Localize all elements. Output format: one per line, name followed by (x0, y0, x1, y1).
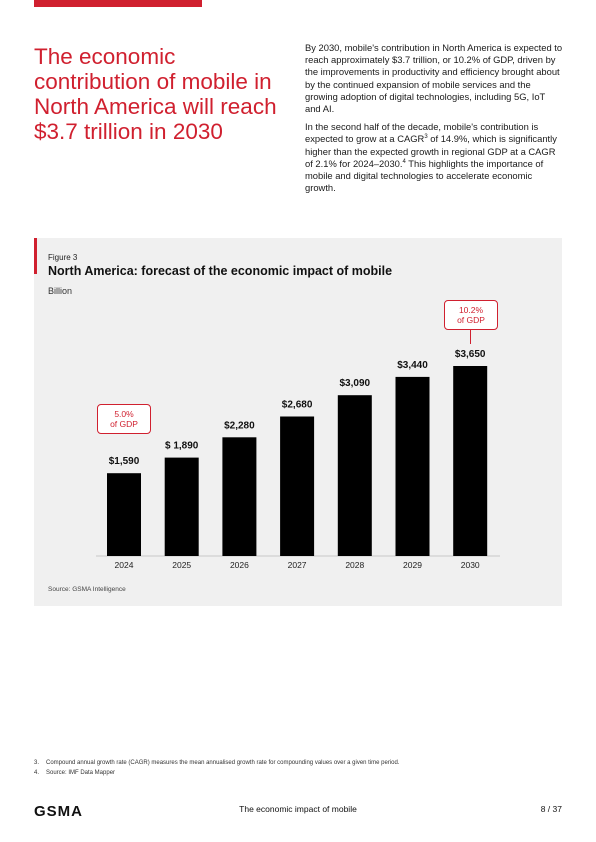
figure-source: Source: GSMA Intelligence (48, 586, 126, 593)
intro-text: By 2030, mobile's contribution in North … (305, 42, 563, 200)
bar-2028 (337, 395, 372, 556)
intro-paragraph-1: By 2030, mobile's contribution in North … (305, 42, 563, 115)
tick-label-2029: 2029 (403, 560, 422, 570)
tick-label-2030: 2030 (461, 560, 480, 570)
footnote-3-text: Compound annual growth rate (CAGR) measu… (46, 760, 400, 766)
bar-2024 (107, 473, 141, 556)
figure-label: Figure 3 (48, 253, 78, 262)
figure-unit: Billion (48, 286, 73, 296)
footnote-4: 4. Source: IMF Data Mapper (34, 768, 564, 778)
callout-2024-line1: 5.0% (114, 408, 134, 419)
footer-title: The economic impact of mobile (239, 804, 357, 814)
callout-connector-2030 (470, 330, 471, 344)
bar-2025 (164, 457, 199, 556)
callout-2030-line2: of GDP (457, 315, 485, 325)
bar-2030 (453, 366, 488, 556)
footnote-3: 3. Compound annual growth rate (CAGR) mea… (34, 758, 564, 768)
tick-label-2024: 2024 (115, 560, 134, 570)
footnote-ref-3[interactable]: 3 (424, 134, 428, 141)
page-number: 8 / 37 (540, 804, 562, 814)
gdp-callout-2030: 10.2% of GDP (444, 300, 498, 330)
gsma-logo[interactable]: GSMA (34, 803, 83, 820)
bar-value-2030: $3,650 (455, 349, 486, 360)
bar-2027 (280, 416, 315, 556)
footnote-ref-4[interactable]: 4 (402, 158, 406, 165)
tick-label-2028: 2028 (345, 560, 364, 570)
top-accent-bar (34, 0, 202, 7)
intro-p2-part-b: of 14.9%, which is significantly higher … (305, 133, 557, 169)
bar-value-2024: $1,590 (109, 456, 140, 467)
tick-label-2026: 2026 (230, 560, 249, 570)
bar-value-2025: $ 1,890 (165, 441, 199, 452)
footnotes: 3. Compound annual growth rate (CAGR) mea… (34, 758, 564, 778)
footnote-3-number: 3. (34, 760, 40, 766)
bar-value-2029: $3,440 (397, 360, 428, 371)
bar-value-2027: $2,680 (282, 400, 313, 411)
bar-2029 (395, 376, 430, 556)
intro-paragraph-2: In the second half of the decade, mobile… (305, 121, 563, 194)
intro-p2-part-c: This highlights the importance of mobile… (305, 157, 544, 194)
callout-2024-line2: of GDP (110, 419, 138, 429)
tick-label-2027: 2027 (288, 560, 307, 570)
figure-accent-bar (34, 238, 37, 274)
bar-value-2026: $2,280 (224, 420, 255, 431)
figure-title: North America: forecast of the economic … (48, 264, 393, 278)
bar-value-2028: $3,090 (340, 378, 371, 389)
figure-panel: Figure 3 North America: forecast of the … (34, 238, 562, 606)
intro-p2-part-a: In the second half of the decade, mobile… (305, 121, 539, 145)
footnote-4-number: 4. (34, 770, 40, 776)
callout-2030-line1: 10.2% (458, 304, 484, 315)
tick-label-2025: 2025 (172, 560, 191, 570)
footnote-4-text: Source: IMF Data Mapper (46, 770, 116, 776)
page-headline: The economic contribution of mobile in N… (34, 44, 277, 144)
bar-2026 (222, 437, 257, 556)
bar-chart: $1,590 2024 $ 1,890 2025 $2,280 2026 $2,680 202… (96, 349, 500, 570)
gdp-callout-2024: 5.0% of GDP (97, 404, 151, 434)
